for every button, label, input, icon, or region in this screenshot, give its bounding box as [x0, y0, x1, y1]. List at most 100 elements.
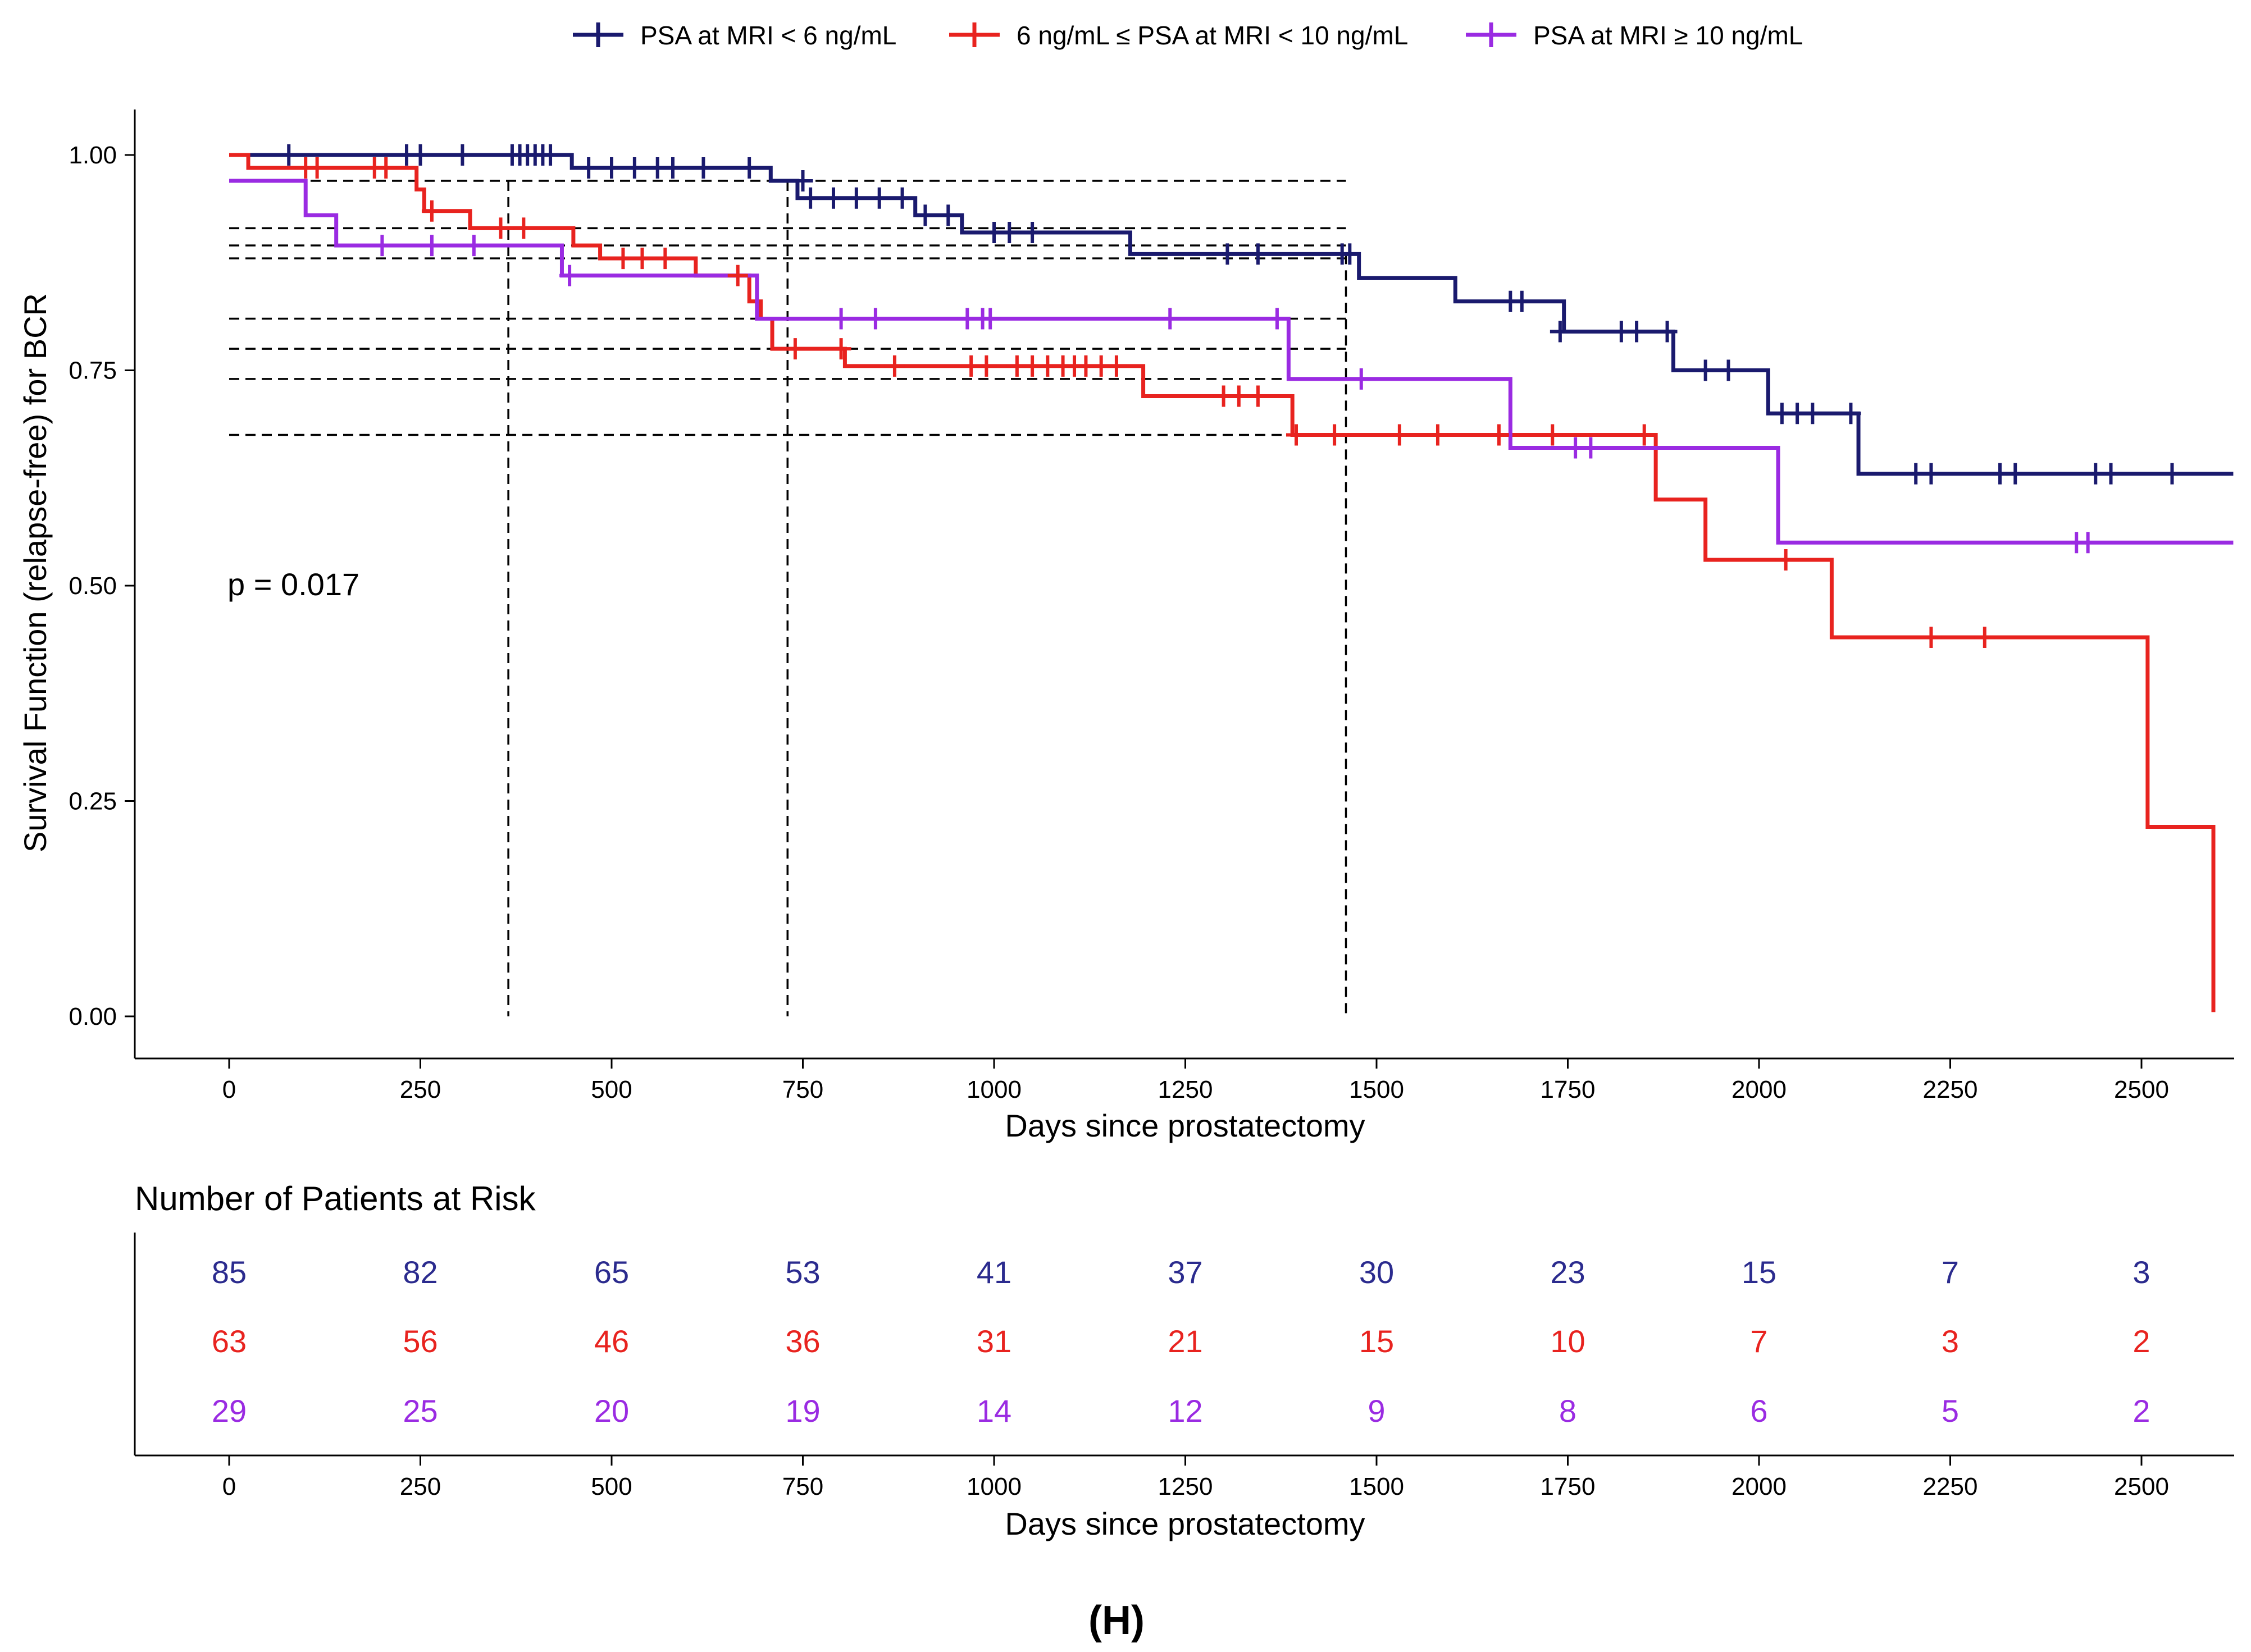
censor-mark	[655, 248, 676, 270]
risk-count: 85	[212, 1254, 247, 1290]
km-plot: 0 250 500 750 1000 1250 1500 1750 2000 2250 2500 0…	[17, 109, 2234, 1143]
censor-mark	[1217, 243, 1238, 265]
x-tick-label: 1000	[967, 1076, 1022, 1103]
censor-mark	[490, 217, 511, 239]
risk-count: 30	[1359, 1254, 1394, 1290]
censor-mark	[1511, 290, 1532, 312]
censor-mark	[1228, 385, 1249, 407]
censor-mark	[1580, 437, 1601, 459]
risk-count: 37	[1168, 1254, 1202, 1290]
censor-mark	[1657, 321, 1678, 343]
censor-mark	[915, 204, 936, 226]
y-tick-label: 0.75	[69, 357, 117, 385]
censor-mark	[1022, 222, 1043, 244]
censor-mark	[1695, 359, 1716, 381]
censor-mark	[1247, 243, 1268, 265]
survival-curve	[229, 153, 2216, 1012]
censor-mark	[452, 144, 473, 166]
legend-label: PSA at MRI < 6 ng/mL	[640, 21, 896, 50]
risk-count: 2	[2132, 1393, 2150, 1429]
y-axis-label: Survival Function (relapse-free) for BCR	[17, 293, 53, 852]
risk-count: 53	[785, 1254, 820, 1290]
risk-count: 29	[212, 1393, 247, 1429]
risk-count: 7	[1750, 1324, 1767, 1359]
censor-mark	[540, 144, 561, 166]
censor-mark	[559, 264, 580, 286]
x-tick-label: 2000	[1731, 1076, 1787, 1103]
censor-mark	[976, 355, 997, 377]
censor-mark	[1542, 424, 1563, 446]
risk-count: 20	[594, 1393, 629, 1429]
censor-mark	[980, 308, 1001, 330]
censor-mark	[1921, 463, 1942, 485]
risk-count: 41	[977, 1254, 1011, 1290]
risk-count: 7	[1942, 1254, 1959, 1290]
censor-mark	[1106, 355, 1127, 377]
x-tick-label: 750	[782, 1076, 823, 1103]
censor-mark	[613, 248, 634, 270]
risk-x-tick-label: 2000	[1731, 1473, 1787, 1500]
censor-mark	[410, 144, 431, 166]
risk-table-x-axis-label: Days since prostatectomy	[1005, 1506, 1365, 1541]
x-axis-ticks: 0 250 500 750 1000 1250 1500 1750 2000 2250 2500	[222, 1058, 2169, 1103]
censor-mark	[307, 157, 327, 179]
risk-count: 15	[1359, 1324, 1394, 1359]
censor-mark	[513, 217, 534, 239]
risk-x-tick-label: 2250	[1923, 1473, 1978, 1500]
p-value-annotation: p = 0.017	[227, 567, 359, 602]
panel-caption: (H)	[1088, 1598, 1145, 1643]
censor-mark	[376, 157, 397, 179]
legend-item: PSA at MRI ≥ 10 ng/mL	[1466, 21, 1803, 50]
risk-count: 14	[977, 1393, 1011, 1429]
censor-mark	[884, 355, 905, 377]
censor-mark	[1718, 359, 1739, 381]
censor-mark	[1974, 627, 1995, 649]
censor-mark	[463, 235, 484, 257]
risk-count: 5	[1942, 1393, 1959, 1429]
censor-mark	[624, 157, 645, 179]
risk-x-tick-label: 500	[591, 1473, 632, 1500]
x-tick-label: 2500	[2114, 1076, 2169, 1103]
risk-table-title: Number of Patients at Risk	[135, 1180, 536, 1217]
censor-mark	[1389, 424, 1410, 446]
risk-table-values: 85 82 65 53 41 37 30 23 15 7 363 56 46 36 31 21 15 10 7 3 22…	[212, 1254, 2150, 1429]
censor-mark	[2100, 463, 2121, 485]
censor-mark	[1427, 424, 1448, 446]
risk-count: 46	[594, 1324, 629, 1359]
censor-mark	[1626, 321, 1647, 343]
censor-mark	[372, 235, 393, 257]
censor-mark	[846, 187, 867, 209]
censor-mark	[1802, 403, 1823, 425]
censor-mark	[1266, 308, 1287, 330]
risk-count: 15	[1742, 1254, 1776, 1290]
censor-mark	[727, 264, 748, 286]
risk-count: 9	[1368, 1393, 1385, 1429]
censor-mark	[421, 200, 442, 222]
x-tick-label: 500	[591, 1076, 632, 1103]
x-tick-label: 250	[400, 1076, 441, 1103]
legend-item: 6 ng/mL ≤ PSA at MRI < 10 ng/mL	[949, 21, 1408, 50]
censor-mark	[662, 157, 683, 179]
risk-x-tick-label: 250	[400, 1473, 441, 1500]
survival-curves	[229, 153, 2234, 1012]
risk-x-tick-label: 750	[782, 1473, 823, 1500]
y-tick-label: 0.25	[69, 788, 117, 815]
survival-curve	[229, 153, 2234, 476]
censor-mark	[892, 187, 913, 209]
legend: PSA at MRI < 6 ng/mL 6 ng/mL ≤ PSA at MRI…	[573, 21, 1803, 50]
legend-item: PSA at MRI < 6 ng/mL	[573, 21, 896, 50]
censor-mark	[1921, 627, 1942, 649]
censor-mark	[999, 222, 1020, 244]
censor-mark	[938, 204, 959, 226]
censor-mark	[1247, 385, 1268, 407]
censor-mark	[1160, 308, 1181, 330]
censor-mark	[800, 187, 821, 209]
legend-label: 6 ng/mL ≤ PSA at MRI < 10 ng/mL	[1017, 21, 1408, 50]
censor-mark	[421, 235, 442, 257]
risk-x-tick-label: 1750	[1541, 1473, 1596, 1500]
reference-lines	[229, 180, 1347, 1016]
censor-mark	[739, 157, 760, 179]
censor-mark	[831, 338, 851, 360]
y-axis-ticks: 0.00 0.25 0.50 0.75 1.00	[69, 142, 135, 1030]
